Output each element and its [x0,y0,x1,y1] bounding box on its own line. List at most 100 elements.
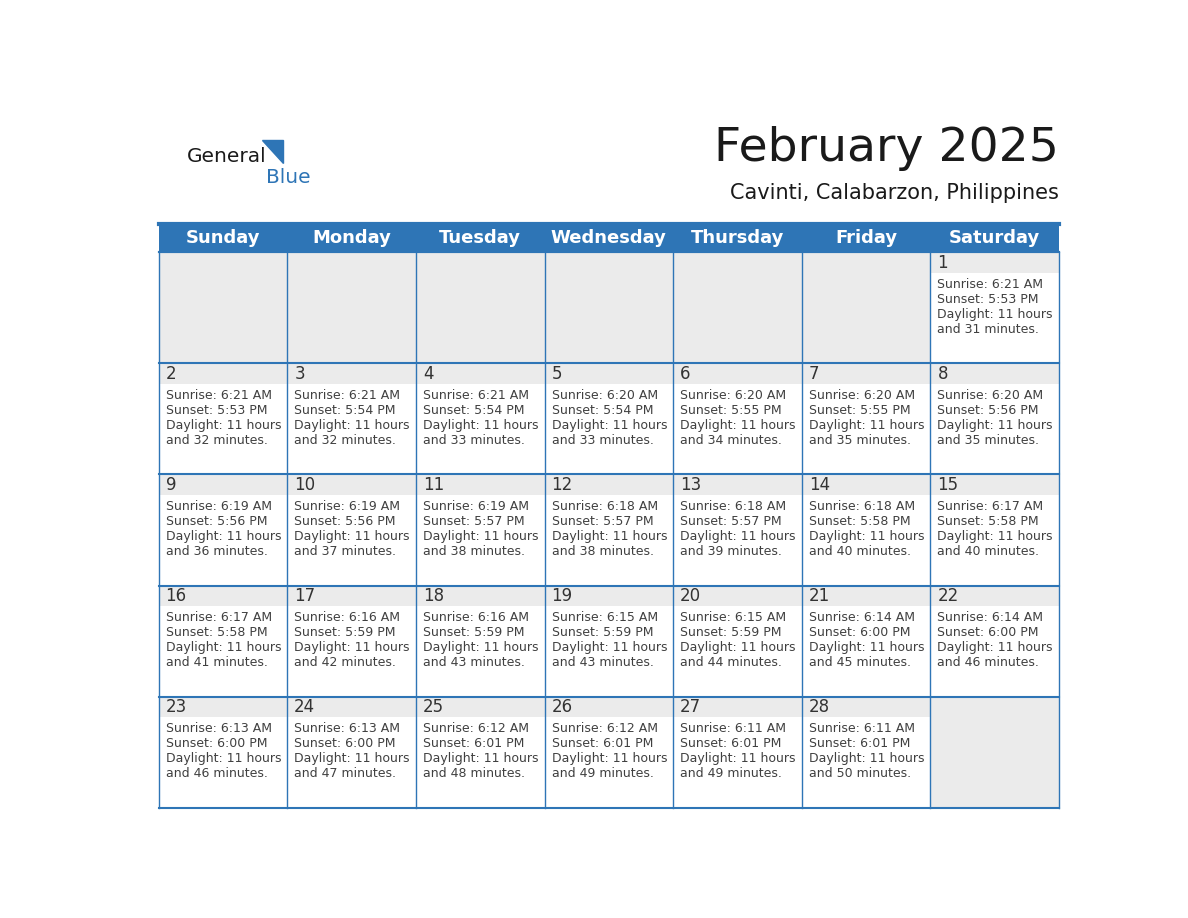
Text: Sunrise: 6:11 AM: Sunrise: 6:11 AM [809,722,915,735]
Text: Sunrise: 6:20 AM: Sunrise: 6:20 AM [937,388,1043,402]
Bar [674,697,802,718]
Text: General: General [188,147,267,166]
Text: 22: 22 [937,587,959,605]
Text: Daylight: 11 hours: Daylight: 11 hours [937,308,1053,320]
Text: and 33 minutes.: and 33 minutes. [551,434,653,447]
Text: and 48 minutes.: and 48 minutes. [423,767,525,780]
Text: Sunset: 5:54 PM: Sunset: 5:54 PM [551,404,653,417]
Text: Sunrise: 6:21 AM: Sunrise: 6:21 AM [423,388,529,402]
Bar [930,364,1060,475]
Text: Cavinti, Calabarzon, Philippines: Cavinti, Calabarzon, Philippines [731,184,1060,203]
Bar [158,697,287,718]
Text: Sunset: 6:01 PM: Sunset: 6:01 PM [681,737,782,750]
Text: Sunrise: 6:14 AM: Sunrise: 6:14 AM [809,611,915,624]
Text: 7: 7 [809,364,820,383]
Text: 20: 20 [681,587,701,605]
Text: Friday: Friday [835,230,897,247]
Text: Daylight: 11 hours: Daylight: 11 hours [423,530,538,543]
Bar [287,697,416,718]
Bar [287,697,416,808]
Text: Sunset: 5:58 PM: Sunset: 5:58 PM [809,515,910,528]
Text: Daylight: 11 hours: Daylight: 11 hours [295,419,410,431]
Text: Sunrise: 6:17 AM: Sunrise: 6:17 AM [937,500,1043,513]
Text: and 33 minutes.: and 33 minutes. [423,434,525,447]
Text: Sunset: 5:58 PM: Sunset: 5:58 PM [937,515,1040,528]
Bar [416,475,544,586]
Bar [158,475,287,586]
Text: 15: 15 [937,476,959,494]
Text: Daylight: 11 hours: Daylight: 11 hours [937,641,1053,654]
Text: 12: 12 [551,476,573,494]
Bar [544,475,674,586]
Text: 4: 4 [423,364,434,383]
Text: 10: 10 [295,476,315,494]
Text: Sunset: 6:00 PM: Sunset: 6:00 PM [165,737,267,750]
Text: Sunset: 5:53 PM: Sunset: 5:53 PM [937,293,1040,306]
Text: and 46 minutes.: and 46 minutes. [937,656,1040,669]
Text: and 47 minutes.: and 47 minutes. [295,767,397,780]
Text: and 32 minutes.: and 32 minutes. [165,434,267,447]
Text: Daylight: 11 hours: Daylight: 11 hours [937,530,1053,543]
Text: Sunrise: 6:21 AM: Sunrise: 6:21 AM [937,277,1043,291]
Text: Sunset: 6:00 PM: Sunset: 6:00 PM [937,626,1040,639]
Bar [544,252,674,364]
Text: Sunrise: 6:12 AM: Sunrise: 6:12 AM [423,722,529,735]
Text: Sunset: 5:54 PM: Sunset: 5:54 PM [295,404,396,417]
Text: 19: 19 [551,587,573,605]
Text: Sunrise: 6:16 AM: Sunrise: 6:16 AM [295,611,400,624]
Text: Tuesday: Tuesday [440,230,522,247]
Bar [158,364,287,384]
Text: Sunrise: 6:15 AM: Sunrise: 6:15 AM [551,611,658,624]
Text: Sunrise: 6:20 AM: Sunrise: 6:20 AM [551,388,658,402]
Text: 9: 9 [165,476,176,494]
Text: Daylight: 11 hours: Daylight: 11 hours [295,530,410,543]
Text: Sunset: 5:55 PM: Sunset: 5:55 PM [809,404,910,417]
Bar [287,586,416,607]
Text: Sunrise: 6:17 AM: Sunrise: 6:17 AM [165,611,272,624]
Text: and 40 minutes.: and 40 minutes. [937,545,1040,558]
Bar [930,475,1060,495]
Text: Thursday: Thursday [690,230,784,247]
Text: 24: 24 [295,698,315,716]
Text: 6: 6 [681,364,690,383]
Text: Daylight: 11 hours: Daylight: 11 hours [681,752,796,765]
Text: Sunset: 5:59 PM: Sunset: 5:59 PM [681,626,782,639]
Bar [287,364,416,384]
Text: Sunrise: 6:11 AM: Sunrise: 6:11 AM [681,722,786,735]
Text: and 49 minutes.: and 49 minutes. [681,767,782,780]
Bar [674,697,802,808]
Bar [802,697,930,718]
Text: 17: 17 [295,587,315,605]
Text: and 39 minutes.: and 39 minutes. [681,545,782,558]
Bar [802,697,930,808]
Bar [802,475,930,586]
Bar [158,364,287,475]
Bar [544,475,674,495]
Text: and 49 minutes.: and 49 minutes. [551,767,653,780]
Text: and 40 minutes.: and 40 minutes. [809,545,911,558]
Text: and 34 minutes.: and 34 minutes. [681,434,782,447]
Text: Daylight: 11 hours: Daylight: 11 hours [165,752,282,765]
Text: and 50 minutes.: and 50 minutes. [809,767,911,780]
Text: Daylight: 11 hours: Daylight: 11 hours [809,530,924,543]
Text: Daylight: 11 hours: Daylight: 11 hours [681,419,796,431]
Text: 11: 11 [423,476,444,494]
Text: and 44 minutes.: and 44 minutes. [681,656,782,669]
Text: Sunset: 5:53 PM: Sunset: 5:53 PM [165,404,267,417]
Text: Sunrise: 6:21 AM: Sunrise: 6:21 AM [295,388,400,402]
Text: Sunset: 5:56 PM: Sunset: 5:56 PM [937,404,1040,417]
Text: Sunrise: 6:20 AM: Sunrise: 6:20 AM [809,388,915,402]
Text: Sunrise: 6:12 AM: Sunrise: 6:12 AM [551,722,657,735]
Text: Daylight: 11 hours: Daylight: 11 hours [551,752,666,765]
Text: Sunset: 6:01 PM: Sunset: 6:01 PM [423,737,524,750]
Text: Monday: Monday [312,230,391,247]
Text: Sunset: 5:59 PM: Sunset: 5:59 PM [295,626,396,639]
Bar [544,697,674,808]
Bar [287,475,416,495]
Text: Sunset: 5:59 PM: Sunset: 5:59 PM [423,626,524,639]
Text: Daylight: 11 hours: Daylight: 11 hours [551,530,666,543]
Text: Sunrise: 6:21 AM: Sunrise: 6:21 AM [165,388,272,402]
Text: Sunset: 5:55 PM: Sunset: 5:55 PM [681,404,782,417]
Bar [930,252,1060,364]
Bar [930,586,1060,607]
